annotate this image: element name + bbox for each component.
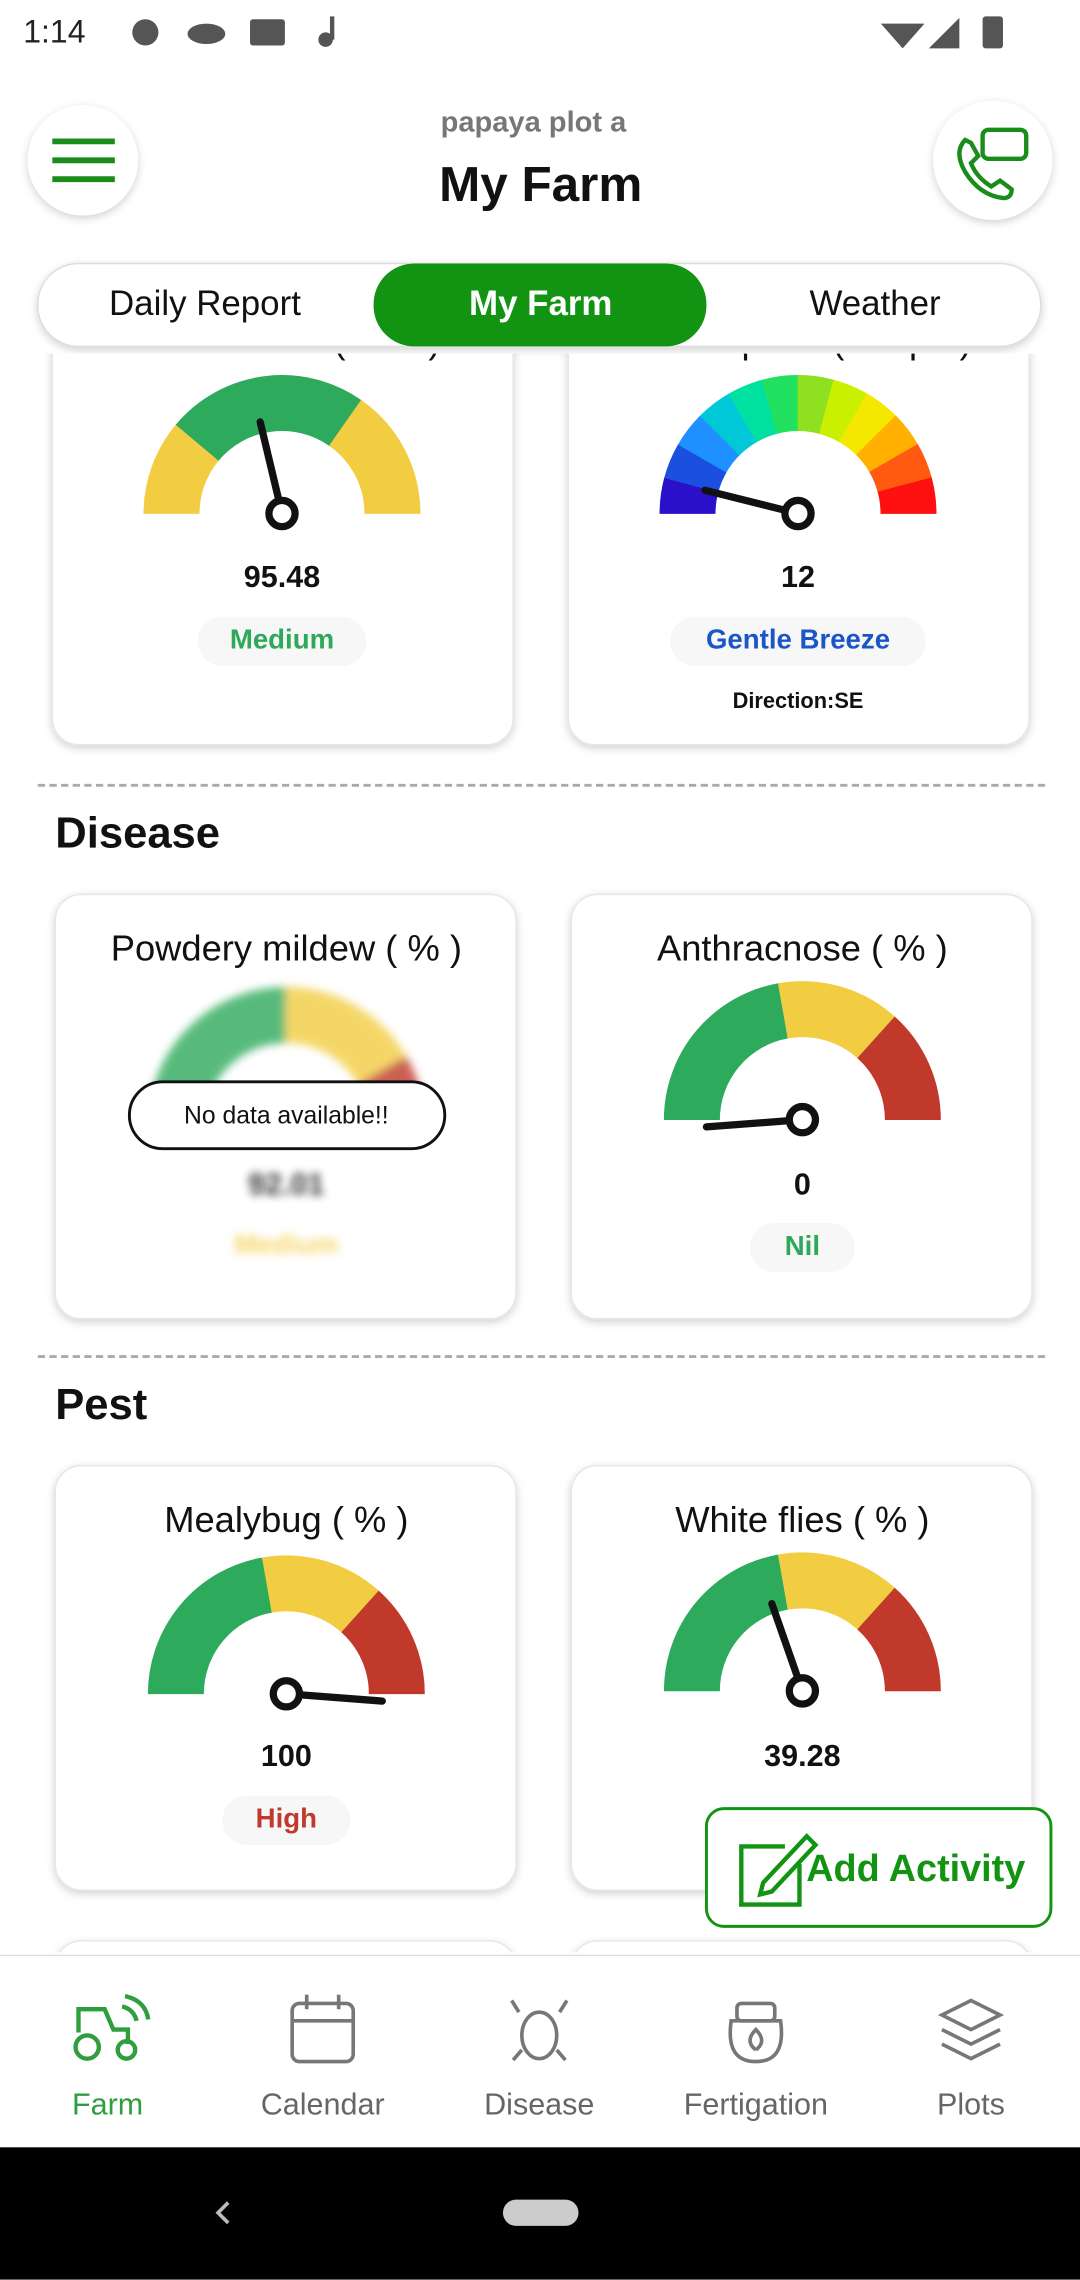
tab-active[interactable]: [373, 263, 707, 347]
nav-label[interactable]: Calendar: [261, 2088, 385, 2122]
section-title: Disease: [55, 810, 220, 858]
add-activity-button[interactable]: [704, 1807, 1053, 1928]
card: [574, 1940, 1029, 1953]
status-pill: [222, 1795, 351, 1845]
tab[interactable]: My Farm: [469, 284, 612, 323]
nav-label[interactable]: Disease: [484, 2088, 594, 2122]
add-activity-label[interactable]: Add Activity: [806, 1848, 1025, 1890]
home-button[interactable]: [502, 2199, 579, 2226]
card-title: Air Pressure ( kPa ): [124, 320, 441, 361]
tab[interactable]: Daily Report: [109, 284, 301, 323]
status-icons: [132, 16, 1003, 49]
status-pill: [750, 1222, 855, 1273]
gauge-status: Gentle Breeze: [706, 624, 890, 655]
header-title: My Farm: [439, 157, 642, 212]
status-pill: [670, 616, 926, 667]
gauge-value: 12: [781, 560, 815, 594]
gauge-segment: [857, 1587, 941, 1692]
gauge-segment: [857, 1016, 941, 1121]
card: [58, 1940, 513, 1953]
gauge-segment: [329, 399, 421, 514]
needle-hub: [781, 496, 815, 531]
no-data-text: No data available!!: [184, 1102, 389, 1129]
gauge-value: 95.48: [244, 560, 320, 594]
card-title: Wind Speed ( Kmph ): [624, 320, 971, 361]
status-pill: [197, 616, 367, 667]
nav-label[interactable]: Plots: [937, 2088, 1005, 2122]
nav-label[interactable]: Fertigation: [684, 2088, 828, 2122]
gauge-status: High: [256, 1803, 317, 1834]
needle-hub: [785, 1674, 820, 1708]
nav-label[interactable]: Farm: [72, 2088, 143, 2122]
nav-icons: [73, 1994, 1005, 2064]
wind-direction: Direction:SE: [733, 688, 864, 713]
content: Air Pressure ( kPa ) Wind Speed ( Kmph )…: [37, 320, 1049, 1953]
card-title: Mealybug ( % ): [164, 1499, 408, 1540]
card-title: White flies ( % ): [675, 1499, 929, 1540]
gauge-value: 39.28: [764, 1739, 840, 1773]
support-icon: [957, 127, 1029, 201]
edit-icon: [739, 1833, 819, 1907]
needle-hub: [785, 1102, 820, 1137]
gauge-status: Medium: [230, 624, 334, 655]
card-title: Powdery mildew ( % ): [111, 928, 462, 969]
card-title: Anthracnose ( % ): [657, 928, 948, 969]
gauge-value: 0: [794, 1168, 811, 1202]
gauge-status: Nil: [785, 1230, 820, 1261]
tab[interactable]: Weather: [809, 284, 941, 323]
gauge-value: 92.01: [248, 1168, 324, 1202]
menu-icon: [52, 138, 115, 183]
needle-hub: [269, 1677, 304, 1711]
status-time: 1:14: [23, 13, 85, 49]
back-button[interactable]: [215, 2201, 230, 2225]
gauge-segment: [341, 1590, 425, 1695]
gauge-value: 100: [261, 1739, 312, 1773]
needle-hub: [265, 496, 299, 531]
no-data-pill: [127, 1080, 447, 1151]
section-title: Pest: [55, 1381, 147, 1429]
bottom-nav: [0, 1955, 1080, 2148]
gauge-status: Medium: [234, 1228, 338, 1259]
header-subtitle: papaya plot a: [441, 107, 628, 139]
gauge-segment: [877, 477, 937, 514]
